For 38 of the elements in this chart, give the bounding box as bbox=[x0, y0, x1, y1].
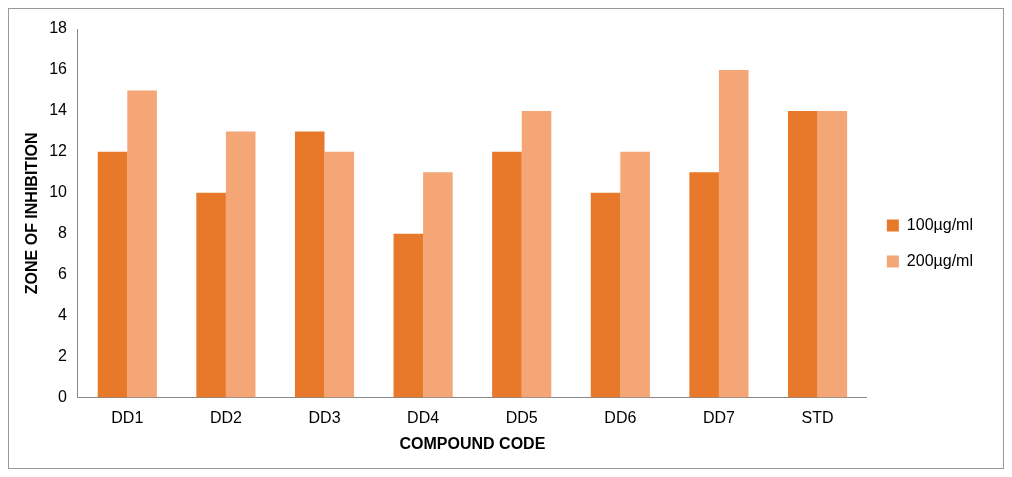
y-tick-label: 0 bbox=[58, 388, 68, 406]
bar bbox=[718, 69, 749, 398]
bar bbox=[393, 233, 424, 398]
x-axis-title: COMPOUND CODE bbox=[399, 434, 546, 452]
y-axis-title: ZONE OF INHIBITION bbox=[23, 132, 41, 295]
bar bbox=[127, 90, 157, 398]
x-tick-label: DD7 bbox=[702, 408, 736, 426]
bar bbox=[590, 192, 621, 398]
legend-label: 100µg/ml bbox=[906, 215, 973, 233]
bar bbox=[492, 151, 522, 398]
y-tick-label: 8 bbox=[58, 224, 68, 242]
bar bbox=[324, 151, 355, 398]
bar bbox=[294, 131, 325, 398]
x-tick-label: DD1 bbox=[111, 408, 144, 426]
x-tick-label: DD4 bbox=[407, 408, 440, 426]
x-tick-label: DD5 bbox=[505, 408, 538, 426]
y-tick-label: 14 bbox=[49, 101, 68, 119]
bar bbox=[97, 151, 128, 398]
y-tick-label: 12 bbox=[49, 142, 68, 160]
x-tick-label: DD6 bbox=[604, 408, 637, 426]
bar bbox=[787, 110, 818, 398]
x-tick-label: STD bbox=[801, 408, 834, 426]
bar bbox=[620, 151, 650, 398]
y-tick-label: 4 bbox=[58, 306, 68, 324]
y-tick-label: 2 bbox=[58, 347, 68, 365]
bar bbox=[817, 110, 848, 398]
x-tick-label: DD2 bbox=[209, 408, 243, 426]
y-tick-label: 16 bbox=[49, 60, 68, 78]
bar bbox=[521, 110, 552, 398]
y-tick-label: 10 bbox=[49, 183, 68, 201]
bar bbox=[196, 192, 226, 398]
bar bbox=[423, 172, 453, 398]
bar bbox=[225, 131, 256, 398]
y-tick-label: 18 bbox=[49, 19, 68, 37]
bar bbox=[689, 172, 719, 398]
y-tick-label: 6 bbox=[58, 265, 68, 283]
legend-label: 200µg/ml bbox=[906, 251, 973, 269]
x-tick-label: DD3 bbox=[308, 408, 341, 426]
